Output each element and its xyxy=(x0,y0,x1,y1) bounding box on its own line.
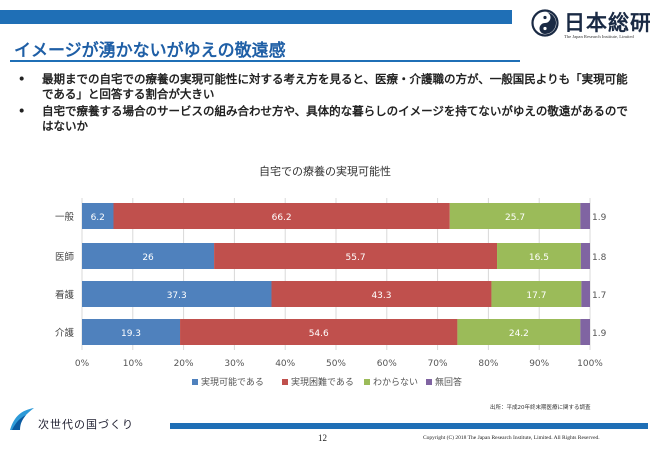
bullet-marker: • xyxy=(18,104,26,118)
bullet-item: • 自宅で療養する場合のサービスの組み合わせ方や、具体的な暮らしのイメージを持て… xyxy=(16,104,636,134)
x-tick-label: 100% xyxy=(577,359,603,369)
bar-segment xyxy=(580,203,590,229)
data-label: 1.7 xyxy=(592,291,606,301)
x-tick-label: 10% xyxy=(123,359,143,369)
legend-swatch xyxy=(364,379,370,385)
data-label: 54.6 xyxy=(309,329,329,339)
y-category-label: 一般 xyxy=(55,211,75,223)
brand-mark-icon xyxy=(531,9,559,37)
bar-segment xyxy=(580,243,590,269)
chart-title: 自宅での療養の実現可能性 xyxy=(259,165,391,178)
bar-segment xyxy=(581,281,590,307)
legend-swatch xyxy=(426,379,432,385)
data-label: 26 xyxy=(142,253,154,263)
bullet-item: • 最期までの自宅での療養の実現可能性に対する考え方を見ると、医療・介護職の方が… xyxy=(16,72,636,102)
data-label: 66.2 xyxy=(272,213,292,223)
legend-label: 実現可能である xyxy=(201,376,264,388)
data-label: 6.2 xyxy=(91,213,105,223)
copyright-notice: Copyright (C) 2018 The Japan Research In… xyxy=(423,435,600,441)
header-accent-bar xyxy=(0,10,512,24)
data-label: 43.3 xyxy=(371,291,391,301)
x-tick-label: 80% xyxy=(478,359,498,369)
data-label: 37.3 xyxy=(167,291,187,301)
x-tick-label: 70% xyxy=(428,359,448,369)
x-tick-label: 30% xyxy=(224,359,244,369)
data-label: 1.8 xyxy=(592,253,607,263)
data-label: 1.9 xyxy=(592,213,607,223)
data-label: 55.7 xyxy=(346,253,366,263)
x-tick-label: 20% xyxy=(174,359,194,369)
bar-segment xyxy=(214,243,498,269)
bar-segment xyxy=(457,319,581,345)
bullet-text: 自宅で療養する場合のサービスの組み合わせ方や、具体的な暮らしのイメージを持てない… xyxy=(42,104,628,133)
legend-swatch xyxy=(192,379,198,385)
bar-segment xyxy=(180,319,458,345)
data-label: 25.7 xyxy=(505,213,525,223)
bar-segment xyxy=(82,203,114,229)
bar-segment xyxy=(491,281,582,307)
source-note: 出所：平成20年終末期医療に関する調査 xyxy=(490,405,591,411)
brand-logo: 日本総研 The Japan Research Institute, Limit… xyxy=(530,8,650,44)
x-tick-label: 40% xyxy=(275,359,295,369)
title-underline xyxy=(10,60,520,62)
data-label: 1.9 xyxy=(592,329,607,339)
stacked-bar-chart: 0% 10% 20% 30% 40% 50% 60% 70% 80% 90% 100% 一般 6.2 66… xyxy=(55,198,607,388)
page-title: イメージが湧かないがゆえの敬遠感 xyxy=(14,41,286,61)
data-label: 17.7 xyxy=(526,291,546,301)
bar-segment xyxy=(82,281,272,307)
legend-label: 実現困難である xyxy=(291,376,354,388)
bullet-list: • 最期までの自宅での療養の実現可能性に対する考え方を見ると、医療・介護職の方が… xyxy=(16,72,636,136)
x-tick-label: 50% xyxy=(326,359,346,369)
bar-segment xyxy=(449,203,581,229)
x-tick-label: 90% xyxy=(529,359,549,369)
bullet-text: 最期までの自宅での療養の実現可能性に対する考え方を見ると、医療・介護職の方が、一… xyxy=(42,72,628,101)
y-category-label: 介護 xyxy=(55,327,75,339)
footer-swoosh-icon xyxy=(10,408,34,430)
bar-segment xyxy=(113,203,450,229)
page-number: 12 xyxy=(318,433,327,443)
bar-segment xyxy=(580,319,590,345)
footer-tagline: 次世代の国づくり xyxy=(38,418,134,431)
legend-label: 無回答 xyxy=(435,376,462,388)
data-label: 19.3 xyxy=(121,329,141,339)
y-category-label: 看護 xyxy=(55,289,75,301)
x-tick-label: 60% xyxy=(377,359,397,369)
bar-segment xyxy=(271,281,492,307)
legend-label: わからない xyxy=(373,377,418,388)
legend-swatch xyxy=(282,379,288,385)
data-label: 24.2 xyxy=(509,329,529,339)
x-tick-label: 0% xyxy=(75,359,90,369)
data-label: 16.5 xyxy=(529,253,549,263)
y-category-label: 医師 xyxy=(55,251,75,263)
bar-segment xyxy=(497,243,581,269)
footer-accent-bar xyxy=(170,423,648,429)
bar-segment xyxy=(82,243,215,269)
bar-segment xyxy=(82,319,181,345)
brand-subtitle: The Japan Research Institute, Limited xyxy=(564,34,634,39)
bullet-marker: • xyxy=(18,72,26,86)
brand-name: 日本総研 xyxy=(564,11,650,35)
